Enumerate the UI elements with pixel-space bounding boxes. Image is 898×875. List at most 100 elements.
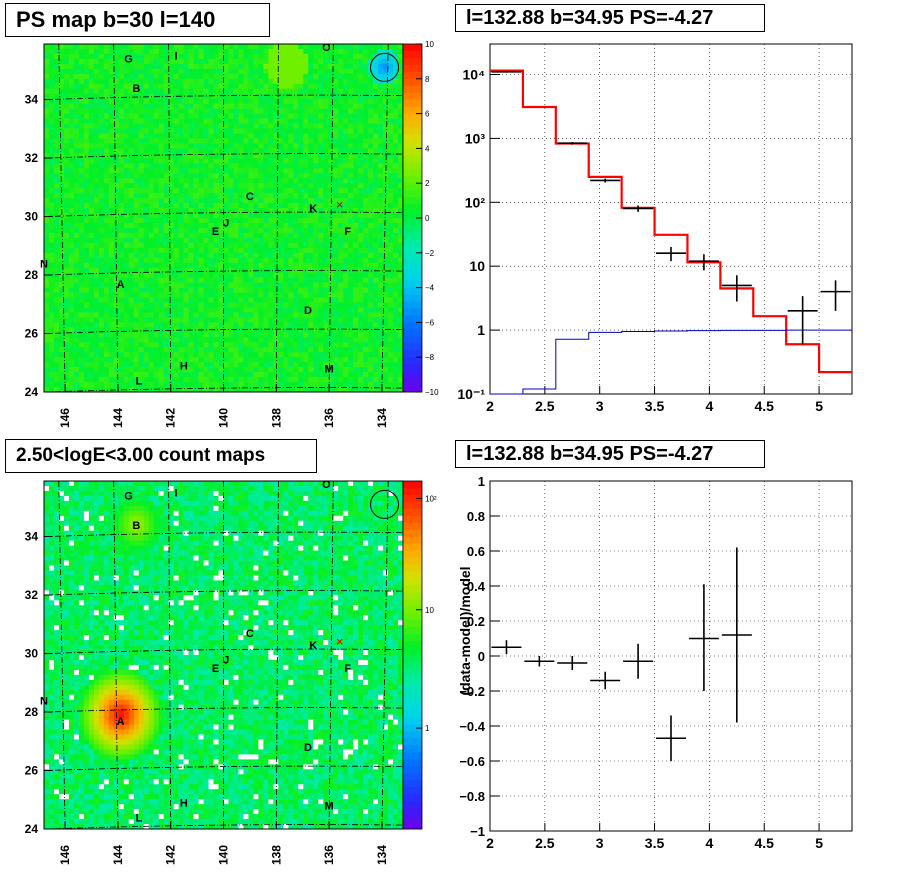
map-pixel: [208, 123, 214, 129]
map-pixel: [83, 347, 90, 353]
map-pixel: [368, 138, 374, 144]
map-pixel: [348, 148, 354, 154]
map-pixel: [393, 143, 399, 149]
map-pixel: [288, 332, 294, 338]
map-pixel: [208, 237, 214, 244]
map-pixel: [363, 208, 369, 214]
map-pixel: [398, 48, 404, 55]
map-pixel: [198, 242, 204, 249]
map-pixel: [283, 83, 289, 90]
map-pixel: [378, 93, 384, 99]
map-pixel: [363, 362, 369, 368]
map-pixel: [168, 342, 174, 348]
map-pixel: [398, 292, 404, 298]
map-pixel: [243, 352, 249, 358]
map-pixel: [268, 377, 274, 383]
map-pixel: [198, 198, 204, 204]
map-pixel: [53, 287, 60, 293]
map-pixel: [278, 237, 284, 244]
map-pixel: [238, 198, 244, 204]
map-pixel: [123, 262, 130, 269]
map-pixel: [118, 123, 125, 129]
map-pixel: [178, 367, 184, 373]
map-pixel: [398, 317, 404, 323]
map-pixel: [44, 357, 50, 363]
map-pixel: [378, 222, 384, 229]
map-pixel: [48, 138, 55, 144]
map-pixel: [63, 113, 70, 119]
map-pixel: [148, 372, 154, 378]
map-pixel: [113, 73, 120, 80]
map-pixel: [58, 227, 65, 234]
map-pixel: [348, 158, 354, 164]
map-pixel: [128, 342, 135, 348]
map-pixel: [148, 232, 154, 239]
map-pixel: [208, 143, 214, 149]
map-pixel: [123, 208, 130, 214]
map-pixel: [123, 277, 130, 283]
map-pixel: [73, 377, 80, 383]
map-pixel: [318, 292, 324, 298]
map-pixel: [138, 387, 145, 393]
map-pixel: [338, 103, 344, 109]
map-pixel: [308, 357, 314, 363]
map-pixel: [223, 292, 229, 298]
map-pixel: [263, 292, 269, 298]
map-pixel: [258, 143, 264, 149]
map-pixel: [138, 133, 145, 139]
map-pixel: [178, 88, 184, 95]
map-pixel: [358, 322, 364, 328]
map-pixel: [108, 242, 115, 249]
map-pixel: [98, 307, 105, 313]
map-pixel: [268, 128, 274, 134]
map-pixel: [393, 242, 399, 249]
map-pixel: [168, 63, 174, 70]
map-pixel: [353, 218, 359, 224]
map-pixel: [198, 352, 204, 358]
map-pixel: [228, 247, 234, 254]
map-pixel: [373, 118, 379, 124]
map-pixel: [288, 227, 294, 234]
map-pixel: [353, 108, 359, 114]
map-pixel: [268, 138, 274, 144]
map-pixel: [53, 347, 60, 353]
map-pixel: [318, 93, 324, 99]
map-pixel: [243, 282, 249, 288]
map-pixel: [278, 113, 284, 119]
map-pixel: [93, 387, 100, 393]
map-pixel: [58, 158, 65, 164]
map-pixel: [338, 123, 344, 129]
map-pixel: [303, 168, 309, 174]
map-pixel: [133, 232, 140, 239]
map-pixel: [333, 342, 339, 348]
map-pixel: [273, 227, 279, 234]
map-pixel: [353, 342, 359, 348]
map-pixel: [273, 317, 279, 323]
map-pixel: [44, 372, 50, 378]
map-pixel: [108, 237, 115, 244]
map-pixel: [58, 143, 65, 149]
map-pixel: [133, 78, 140, 85]
map-pixel: [233, 178, 239, 184]
map-pixel: [373, 277, 379, 283]
map-pixel: [173, 108, 179, 114]
map-pixel: [128, 232, 135, 239]
map-pixel: [383, 337, 389, 343]
map-pixel: [238, 307, 244, 313]
map-pixel: [218, 292, 224, 298]
map-pixel: [253, 188, 259, 194]
map-pixel: [138, 317, 145, 323]
map-pixel: [153, 88, 159, 95]
map-pixel: [153, 367, 159, 373]
map-pixel: [273, 282, 279, 288]
map-pixel: [98, 113, 105, 119]
map-pixel: [68, 113, 75, 119]
map-pixel: [263, 158, 269, 164]
map-pixel: [143, 362, 150, 368]
map-pixel: [58, 347, 65, 353]
map-pixel: [118, 382, 125, 388]
map-pixel: [373, 48, 379, 55]
map-pixel: [143, 218, 150, 224]
map-pixel: [393, 257, 399, 264]
map-pixel: [303, 332, 309, 338]
